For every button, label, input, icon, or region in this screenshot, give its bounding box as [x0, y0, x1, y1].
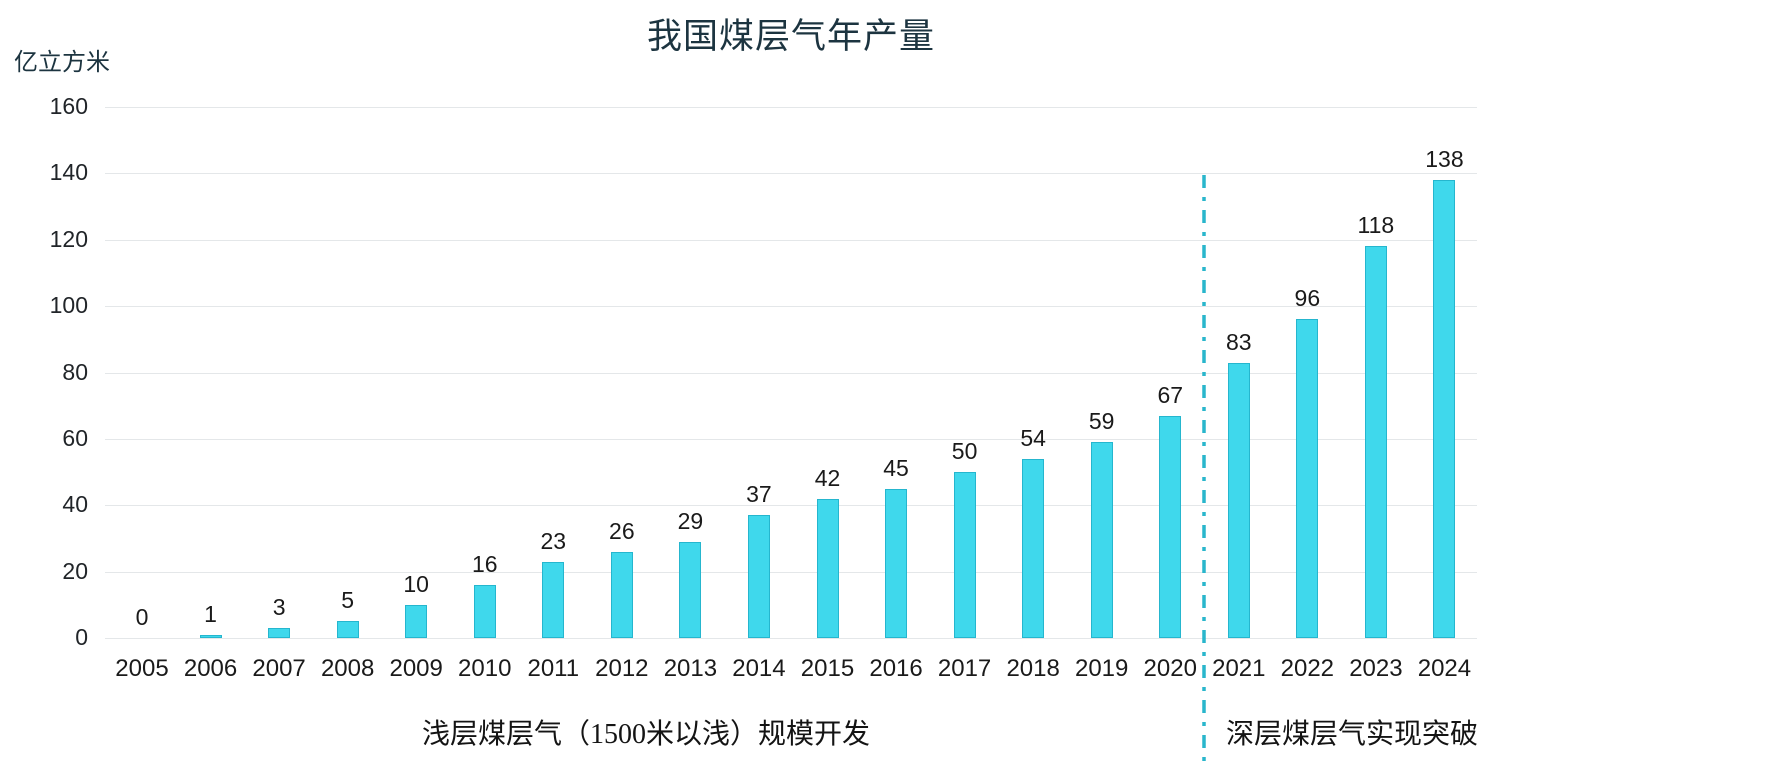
bar-value-label-2018: 54 — [1020, 424, 1046, 451]
bar-2014 — [747, 515, 770, 638]
y-tick-label: 60 — [62, 424, 88, 451]
bar-2007 — [268, 628, 291, 638]
x-tick-label-2008: 2008 — [320, 655, 375, 682]
gridline-y-60 — [105, 438, 1477, 440]
x-tick-label-2016: 2016 — [869, 655, 923, 682]
bar-2020 — [1159, 415, 1182, 638]
bar-2010 — [473, 584, 496, 638]
gridline-y-80 — [105, 372, 1477, 374]
bar-value-label-2010: 16 — [471, 550, 498, 577]
bar-value-label-2023: 118 — [1357, 212, 1395, 239]
bar-value-label-2020: 67 — [1157, 381, 1184, 408]
x-tick-label-2010: 2010 — [458, 655, 512, 682]
x-tick-label-2019: 2019 — [1074, 655, 1129, 682]
chart-title: 我国煤层气年产量 — [646, 17, 935, 56]
bar-value-label-2011: 23 — [540, 527, 567, 554]
x-tick-label-2009: 2009 — [389, 655, 443, 682]
bar-value-label-2016: 45 — [883, 454, 909, 481]
y-axis-unit-label: 亿立方米 — [14, 49, 110, 76]
x-tick-label-2015: 2015 — [800, 655, 855, 682]
annotation-shallow-phase: 浅层煤层气（1500米以浅）规模开发 — [421, 719, 871, 750]
bar-2021 — [1227, 362, 1250, 638]
gridline-y-100 — [105, 306, 1477, 308]
gridline-y-40 — [105, 505, 1477, 507]
bar-value-label-2013: 29 — [677, 507, 704, 534]
bar-2022 — [1296, 319, 1319, 638]
gridline-y-160 — [105, 107, 1477, 108]
bar-2006 — [199, 634, 222, 638]
bar-value-label-2015: 42 — [814, 464, 841, 491]
bar-2008 — [336, 621, 359, 638]
gridline-y-0 — [105, 638, 1477, 639]
bar-value-label-2007: 3 — [272, 594, 286, 621]
gridline-y-120 — [105, 239, 1477, 241]
x-tick-label-2012: 2012 — [595, 655, 649, 682]
bar-value-label-2012: 26 — [609, 517, 635, 544]
bar-value-label-2005: 0 — [135, 604, 149, 630]
y-tick-label: 0 — [75, 624, 88, 650]
bar-2023 — [1364, 246, 1387, 638]
x-tick-label-2006: 2006 — [183, 655, 238, 682]
bar-2024 — [1433, 180, 1456, 638]
bar-2013 — [679, 541, 702, 638]
bar-value-label-2009: 10 — [403, 570, 429, 597]
x-tick-label-2013: 2013 — [663, 655, 718, 682]
bar-value-label-2019: 59 — [1088, 408, 1115, 435]
bar-value-label-2014: 37 — [746, 481, 772, 508]
bar-2018 — [1022, 458, 1045, 638]
bar-value-label-2021: 83 — [1226, 328, 1252, 355]
x-tick-label-2018: 2018 — [1006, 655, 1060, 682]
y-tick-label: 20 — [62, 557, 88, 584]
y-tick-label: 40 — [62, 491, 88, 518]
x-tick-label-2024: 2024 — [1417, 655, 1472, 682]
x-tick-label-2014: 2014 — [732, 655, 786, 682]
y-tick-label: 100 — [49, 292, 88, 319]
bar-2012 — [610, 551, 633, 638]
x-tick-label-2017: 2017 — [937, 655, 992, 682]
y-tick-label: 80 — [62, 358, 88, 385]
bar-value-label-2008: 5 — [341, 587, 355, 614]
x-tick-label-2022: 2022 — [1280, 655, 1335, 682]
bar-value-label-2017: 50 — [951, 438, 978, 465]
x-tick-label-2021: 2021 — [1212, 655, 1266, 682]
gridline-y-140 — [105, 173, 1477, 175]
y-tick-label: 120 — [49, 225, 88, 252]
bar-2017 — [953, 472, 976, 638]
x-tick-label-2005: 2005 — [115, 655, 169, 682]
bar-value-label-2006: 1 — [204, 600, 217, 627]
bar-2011 — [542, 561, 565, 638]
bar-2009 — [405, 604, 428, 638]
y-tick-label: 160 — [49, 93, 88, 119]
x-tick-label-2007: 2007 — [252, 655, 306, 682]
y-tick-label: 140 — [49, 159, 88, 186]
bar-2019 — [1090, 442, 1113, 638]
annotation-deep-phase: 深层煤层气实现突破 — [1225, 719, 1479, 750]
bar-2015 — [816, 498, 839, 638]
x-tick-label-2023: 2023 — [1349, 655, 1403, 682]
x-tick-label-2011: 2011 — [527, 655, 580, 682]
bar-2016 — [885, 488, 908, 638]
bar-value-label-2022: 96 — [1294, 285, 1321, 312]
bar-value-label-2024: 138 — [1425, 146, 1464, 172]
x-tick-label-2020: 2020 — [1143, 655, 1197, 682]
gridline-y-20 — [105, 571, 1477, 573]
